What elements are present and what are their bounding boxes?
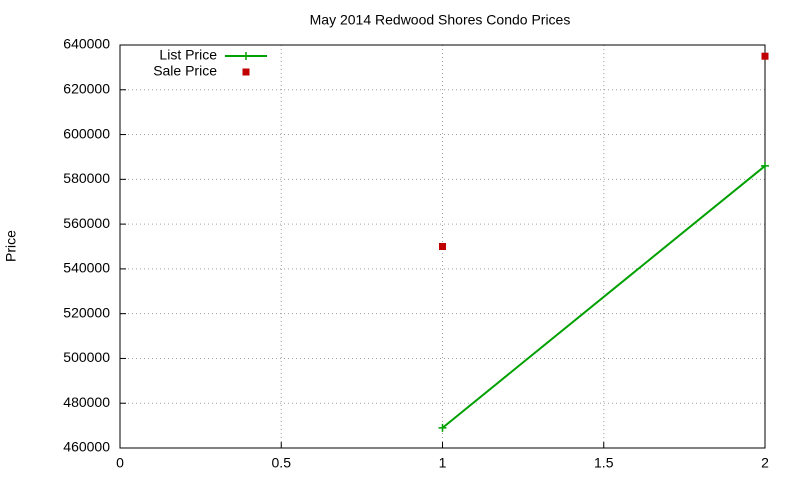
- legend-marker: [242, 68, 250, 76]
- x-tick-label: 1.5: [594, 455, 614, 471]
- y-tick-label: 540000: [63, 260, 110, 276]
- y-axis-label: Price: [3, 230, 19, 262]
- y-tick-label: 620000: [63, 80, 110, 96]
- y-tick-label: 600000: [63, 125, 110, 141]
- point: [439, 243, 446, 250]
- point: [761, 52, 769, 60]
- y-tick-label: 580000: [63, 170, 110, 186]
- x-tick-label: 0: [116, 455, 124, 471]
- y-tick-label: 640000: [63, 36, 110, 52]
- point: [761, 161, 769, 170]
- y-tick-label: 500000: [63, 349, 110, 365]
- x-tick-label: 1: [439, 455, 447, 471]
- point: [438, 423, 447, 432]
- x-tick-label: 2: [761, 455, 769, 471]
- y-tick-label: 480000: [63, 394, 110, 410]
- y-tick-label: 460000: [63, 439, 110, 455]
- legend-label: List Price: [159, 47, 217, 63]
- chart-title: May 2014 Redwood Shores Condo Prices: [310, 12, 571, 28]
- plot-border: [119, 44, 766, 449]
- legend-label: Sale Price: [153, 63, 217, 79]
- y-tick-label: 520000: [63, 304, 110, 320]
- y-tick-label: 560000: [63, 215, 110, 231]
- x-tick-label: 0.5: [272, 455, 292, 471]
- legend-marker: [242, 52, 250, 60]
- series-line: [441, 165, 766, 429]
